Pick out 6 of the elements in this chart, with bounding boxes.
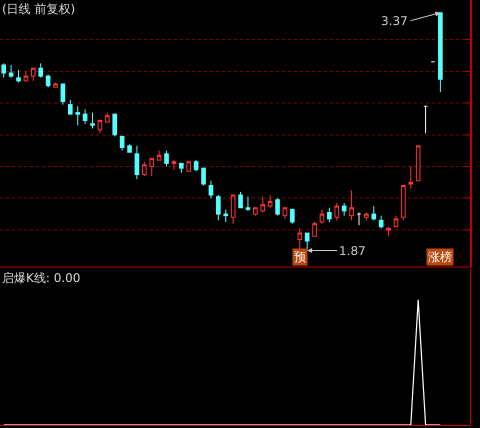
chart-title: 启爆K线: 0.00 [2,271,80,285]
chart-title: (日线 前复权) [2,2,76,16]
annotation: 涨榜 [428,250,452,264]
annotation: 1.87 [339,244,366,258]
annotation: 3.37 [381,14,408,28]
annotation: 预 [294,250,306,264]
